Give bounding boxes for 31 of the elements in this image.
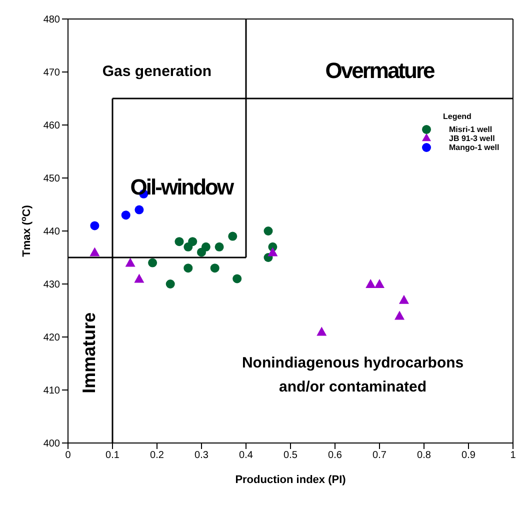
y-tick-label: 400	[43, 438, 60, 450]
x-tick-label: 0.1	[106, 450, 120, 462]
legend-label: JB 91-3 well	[449, 134, 495, 143]
x-tick-label: 0.7	[372, 450, 387, 462]
legend-title: Legend	[443, 112, 472, 121]
x-tick-label: 0.3	[194, 450, 209, 462]
x-tick-label: 0.5	[284, 450, 298, 462]
y-tick-label: 430	[43, 280, 60, 291]
y-tick-label: 470	[43, 68, 60, 79]
y-tick-label: 440	[43, 226, 60, 238]
y-tick-label: 450	[43, 174, 60, 185]
x-tick-label: 0.6	[328, 450, 342, 462]
annotation: Gas generation	[102, 62, 212, 80]
annotation: and/or contaminated	[279, 378, 427, 396]
annotation: Oil-window	[130, 174, 236, 200]
legend-label: Misri-1 well	[449, 124, 492, 134]
annotation: Nonindiagenous hydrocarbons	[242, 354, 464, 372]
x-tick-label: 0.4	[239, 450, 254, 462]
annotation: Immature	[79, 312, 99, 394]
annotation: Overmature	[325, 58, 436, 83]
x-tick-label: 1	[510, 450, 516, 462]
x-tick-label: 0.2	[150, 450, 164, 462]
x-tick-label: 0	[65, 450, 72, 462]
legend-label: Mango-1 well	[449, 142, 500, 152]
y-tick-label: 460	[43, 120, 60, 132]
x-tick-label: 0.8	[417, 450, 432, 462]
x-tick-label: 0.9	[462, 450, 476, 462]
x-axis-title: Production index (PI)	[235, 474, 346, 486]
y-tick-label: 480	[43, 14, 60, 26]
y-tick-label: 420	[43, 332, 60, 344]
y-tick-label: 410	[43, 386, 60, 397]
